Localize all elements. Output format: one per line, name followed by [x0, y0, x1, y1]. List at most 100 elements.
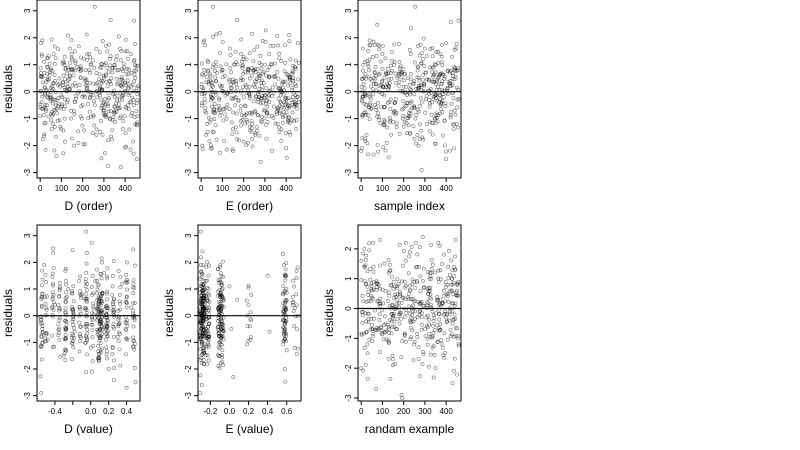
data-point: [57, 308, 62, 313]
y-tick-label: -2: [23, 142, 32, 150]
x-tick-label: 0.0: [224, 407, 236, 416]
data-point: [127, 100, 132, 105]
data-point: [368, 293, 373, 298]
data-point: [362, 86, 367, 91]
data-point: [205, 260, 210, 265]
data-point: [129, 70, 134, 75]
data-point: [257, 73, 262, 78]
data-point: [376, 326, 381, 331]
y-tick-label: 1: [344, 276, 353, 281]
data-point: [452, 304, 457, 308]
data-point: [409, 316, 414, 321]
data-point: [244, 298, 249, 303]
data-point: [376, 283, 381, 288]
data-point: [418, 300, 423, 305]
y-tick-label: -3: [344, 169, 353, 177]
data-point: [360, 99, 365, 104]
data-point: [397, 131, 402, 136]
data-point: [132, 72, 137, 77]
data-point: [382, 105, 387, 110]
data-point: [58, 354, 62, 359]
data-point: [43, 273, 48, 277]
data-point: [374, 281, 379, 285]
data-point: [278, 100, 283, 105]
data-point: [359, 366, 364, 371]
data-point: [375, 114, 380, 119]
data-point: [404, 90, 408, 95]
y-tick-label: 3: [23, 8, 32, 13]
data-point: [392, 42, 397, 47]
x-tick-label: 200: [397, 184, 411, 193]
data-point: [369, 316, 374, 321]
data-point: [64, 295, 69, 299]
y-tick-label: 0: [344, 89, 353, 94]
data-point: [53, 108, 58, 112]
data-point: [283, 79, 288, 84]
data-point: [439, 60, 444, 65]
data-point: [289, 71, 294, 76]
data-point: [79, 66, 83, 71]
data-point: [389, 70, 393, 75]
data-point: [199, 361, 204, 366]
y-tick-label: 1: [184, 62, 193, 67]
y-tick-label: 3: [184, 233, 193, 238]
data-point: [365, 376, 370, 381]
data-point: [50, 304, 55, 309]
data-point: [111, 311, 116, 316]
data-point: [49, 37, 54, 42]
data-point: [364, 319, 369, 324]
data-point: [64, 278, 68, 283]
data-point: [388, 63, 393, 68]
data-point: [425, 336, 430, 341]
data-point: [445, 92, 450, 97]
data-point: [64, 348, 68, 353]
data-point: [50, 113, 55, 118]
data-point: [90, 291, 95, 296]
x-tick-label: 0: [38, 184, 43, 193]
data-point: [363, 139, 368, 144]
data-point: [219, 333, 224, 338]
data-point: [452, 254, 457, 259]
data-point: [69, 51, 74, 56]
data-point: [73, 68, 77, 73]
data-point: [392, 284, 397, 289]
data-point: [279, 138, 284, 143]
data-point: [450, 276, 454, 281]
data-point: [420, 279, 425, 283]
data-point: [411, 303, 416, 308]
data-point: [445, 282, 450, 287]
data-point: [293, 305, 297, 310]
data-point: [84, 296, 89, 301]
data-point: [63, 97, 67, 102]
data-point: [414, 279, 419, 283]
data-point: [218, 301, 223, 306]
data-point: [439, 341, 444, 346]
data-point: [227, 46, 232, 51]
data-point: [132, 79, 136, 84]
data-point: [70, 289, 74, 294]
data-point: [284, 306, 288, 310]
data-point: [202, 299, 207, 303]
data-point: [441, 95, 446, 99]
data-point: [425, 324, 429, 329]
data-point: [372, 71, 377, 75]
data-point: [124, 295, 129, 300]
data-point: [44, 103, 49, 108]
data-point: [378, 286, 382, 291]
data-point: [374, 54, 379, 58]
data-point: [409, 26, 413, 31]
data-point: [434, 113, 439, 118]
data-point: [417, 85, 422, 90]
data-point: [239, 104, 243, 109]
data-point: [407, 250, 412, 254]
data-point: [415, 68, 420, 73]
data-point: [284, 110, 289, 115]
data-point: [382, 118, 387, 122]
data-point: [63, 77, 67, 81]
data-point: [294, 118, 299, 122]
data-point: [282, 100, 287, 105]
data-point: [200, 147, 205, 151]
data-point: [433, 116, 438, 121]
data-point: [417, 264, 422, 269]
data-point: [401, 106, 406, 111]
